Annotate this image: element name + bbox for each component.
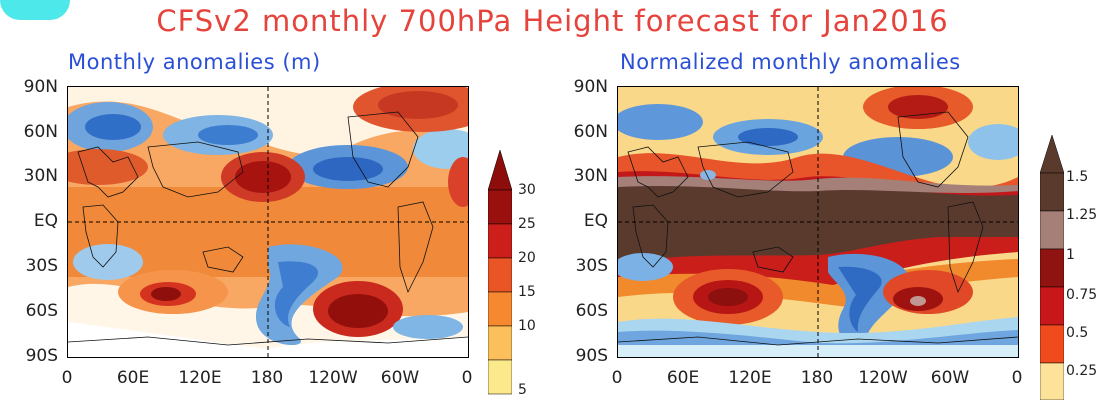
lat-label: EQ: [583, 211, 608, 231]
lat-label: 60N: [573, 122, 608, 142]
lon-label: 180: [800, 368, 834, 388]
colorbar-label: 0.25: [1066, 363, 1098, 379]
colorbar-label: 0.75: [1066, 287, 1098, 303]
lat-label: 90N: [23, 77, 58, 97]
lat-label: EQ: [33, 211, 58, 231]
lat-label: 60S: [25, 301, 58, 321]
lon-label: 0: [461, 368, 473, 388]
lat-label: 30N: [23, 166, 58, 186]
page-title: CFSv2 monthly 700hPa Height forecast for…: [156, 4, 949, 38]
lon-label: 60W: [380, 368, 420, 388]
colorbar-label: 1: [1066, 247, 1075, 263]
lon-label: 0: [611, 368, 623, 388]
lon-label: 120E: [728, 368, 772, 388]
colorbar-label: 1.25: [1066, 207, 1098, 223]
colorbar-label: 25: [518, 216, 536, 232]
colorbar-label: 30: [518, 182, 536, 198]
colorbar-label: 20: [518, 250, 536, 266]
lon-label: 120E: [178, 368, 222, 388]
lat-label: 60N: [23, 122, 58, 142]
lat-label: 30S: [575, 256, 608, 276]
colorbar-label: 5: [518, 382, 527, 398]
lon-label: 60W: [930, 368, 970, 388]
lon-label: 60E: [666, 368, 700, 388]
lat-label: 30N: [573, 166, 608, 186]
right-panel-title: Normalized monthly anomalies: [620, 50, 961, 74]
left-anomaly-map: [67, 86, 469, 358]
colorbar-label: 10: [518, 318, 536, 334]
left-panel-title: Monthly anomalies (m): [68, 50, 321, 74]
lon-label: 60E: [116, 368, 150, 388]
lon-label: 180: [250, 368, 284, 388]
lat-label: 90N: [573, 77, 608, 97]
left-colorbar: 30 25 20 15 10 5: [488, 150, 548, 400]
lat-label: 30S: [25, 256, 58, 276]
lat-label: 90S: [575, 346, 608, 366]
lon-label: 120W: [858, 368, 908, 388]
colorbar-label: 1.5: [1066, 169, 1089, 185]
lon-label: 0: [61, 368, 73, 388]
lon-label: 120W: [308, 368, 358, 388]
lat-label: 60S: [575, 301, 608, 321]
lon-label: 0: [1011, 368, 1023, 388]
colorbar-label: 0.5: [1066, 325, 1089, 341]
right-normalized-map: [617, 86, 1019, 358]
colorbar-label: 15: [518, 284, 536, 300]
right-colorbar: 1.5 1.25 1 0.75 0.5 0.25: [1040, 135, 1102, 400]
corner-logo-fragment: [0, 0, 70, 20]
lat-label: 90S: [25, 346, 58, 366]
